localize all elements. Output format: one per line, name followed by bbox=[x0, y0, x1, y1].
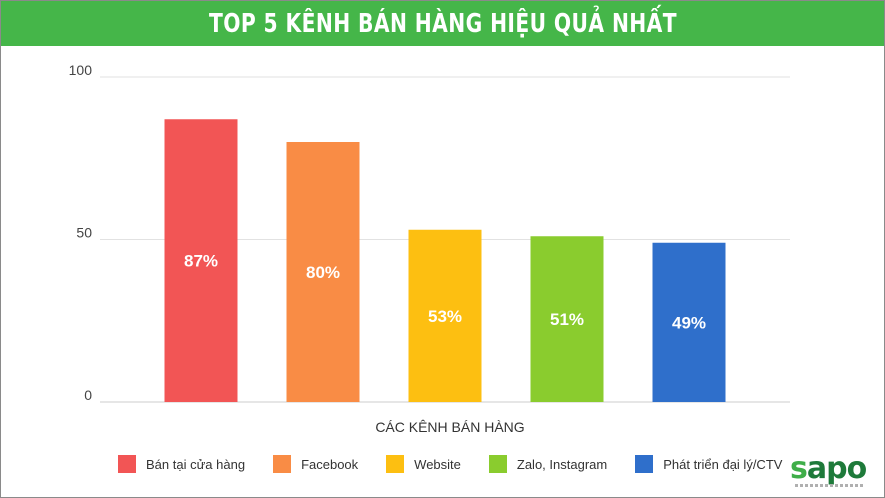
bar-data-label: 51% bbox=[550, 310, 584, 329]
y-tick-label: 0 bbox=[84, 387, 92, 403]
legend-label: Bán tại cửa hàng bbox=[146, 456, 246, 472]
legend-label: Website bbox=[414, 456, 461, 472]
legend-item: Zalo, Instagram bbox=[488, 455, 608, 473]
bar bbox=[408, 229, 482, 402]
legend-label: Zalo, Instagram bbox=[516, 456, 608, 472]
bar-data-label: 80% bbox=[306, 263, 340, 282]
legend-swatch bbox=[635, 455, 654, 473]
bar bbox=[652, 242, 726, 402]
bar bbox=[286, 142, 360, 402]
bar-data-label: 53% bbox=[428, 307, 462, 326]
bar bbox=[530, 236, 604, 402]
y-tick-label: 100 bbox=[69, 62, 93, 78]
legend-label: Facebook bbox=[301, 456, 359, 472]
chart-title: TOP 5 KÊNH BÁN HÀNG HIỆU QUẢ NHẤT bbox=[208, 8, 677, 39]
legend-item: Bán tại cửa hàng bbox=[118, 455, 245, 473]
legend-item: Website bbox=[386, 455, 461, 473]
legend-item: Facebook bbox=[273, 455, 358, 473]
legend-swatch bbox=[273, 455, 292, 473]
legend-item: Phát triển đại lý/CTV bbox=[635, 455, 782, 473]
bar bbox=[164, 119, 238, 402]
legend-swatch bbox=[488, 455, 507, 473]
legend-label: Phát triển đại lý/CTV bbox=[663, 456, 783, 472]
x-axis-title: CÁC KÊNH BÁN HÀNG bbox=[375, 419, 524, 435]
bar-data-label: 87% bbox=[184, 252, 218, 271]
sapo-logo-tagline bbox=[795, 484, 865, 487]
legend-swatch bbox=[386, 455, 405, 473]
sapo-logo: sapo bbox=[790, 451, 867, 486]
legend-swatch bbox=[118, 455, 136, 473]
y-tick-label: 50 bbox=[76, 225, 92, 241]
bar-data-label: 49% bbox=[672, 313, 706, 332]
chart-legend: Bán tại cửa hàng Facebook Website Zalo, Ins… bbox=[118, 455, 782, 473]
chart-header: TOP 5 KÊNH BÁN HÀNG HIỆU QUẢ NHẤT bbox=[1, 1, 884, 46]
